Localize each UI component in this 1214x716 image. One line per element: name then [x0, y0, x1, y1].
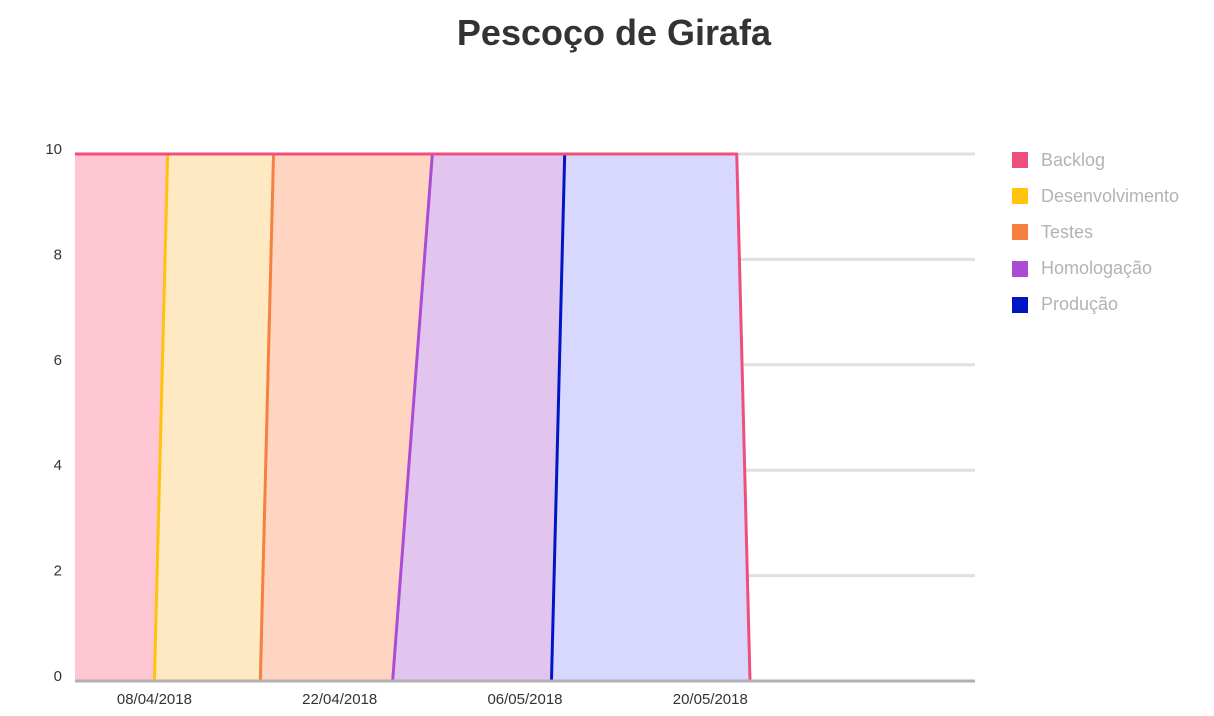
legend-item[interactable]: Backlog	[1012, 142, 1179, 178]
legend-label: Testes	[1041, 221, 1094, 242]
axes: 0 2 4 6 8 10 08/04/2018 22/04/2018 06/05/2018 20/…	[45, 141, 975, 708]
legend-label: Desenvolvimento	[1041, 185, 1180, 206]
y-tick-label: 2	[54, 563, 62, 580]
legend-item[interactable]: Produção	[1012, 287, 1179, 323]
series-areas	[75, 154, 975, 681]
series-area-4	[75, 154, 750, 681]
legend-swatch	[1012, 296, 1028, 313]
y-tick-label: 10	[45, 141, 62, 158]
legend-swatch	[1012, 260, 1028, 277]
legend-swatch	[1012, 152, 1028, 169]
legend-item[interactable]: Homologação	[1012, 251, 1179, 287]
legend-swatch	[1012, 224, 1028, 241]
y-tick-label: 0	[54, 668, 62, 685]
chart-title: Pescoço de Girafa	[456, 12, 772, 53]
y-tick-label: 4	[54, 457, 62, 474]
x-tick-label: 22/04/2018	[302, 691, 377, 708]
legend-swatch	[1012, 188, 1028, 205]
x-tick-label: 20/05/2018	[673, 691, 748, 708]
y-tick-label: 8	[54, 246, 62, 263]
y-tick-label: 6	[54, 352, 62, 369]
x-tick-label: 08/04/2018	[117, 691, 192, 708]
legend-item[interactable]: Desenvolvimento	[1012, 178, 1179, 214]
legend: Backlog Desenvolvimento Testes Homologação P…	[1012, 142, 1179, 323]
legend-label: Homologação	[1041, 258, 1153, 279]
legend-label: Produção	[1041, 294, 1119, 315]
legend-label: Backlog	[1041, 149, 1106, 170]
legend-item[interactable]: Testes	[1012, 214, 1179, 250]
x-tick-label: 06/05/2018	[487, 691, 562, 708]
